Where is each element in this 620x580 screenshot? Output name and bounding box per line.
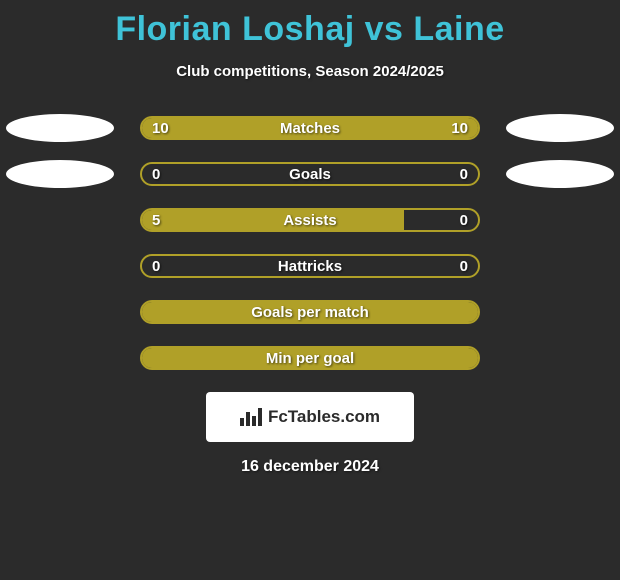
stat-label: Min per goal <box>142 348 478 368</box>
comparison-chart: 1010Matches 00Goals 50Assists 00Hattricks Go… <box>0 108 620 384</box>
stat-label: Goals <box>142 164 478 184</box>
stat-bar: 1010Matches <box>140 116 480 140</box>
stat-bar: 50Assists <box>140 208 480 232</box>
stat-row: 00Goals <box>0 154 620 200</box>
stat-label: Goals per match <box>142 302 478 322</box>
page-title: Florian Loshaj vs Laine <box>0 0 620 49</box>
stat-label: Assists <box>142 210 478 230</box>
stat-row: Min per goal <box>0 338 620 384</box>
subtitle: Club competitions, Season 2024/2025 <box>0 63 620 80</box>
stat-row: 50Assists <box>0 200 620 246</box>
logo-badge: FcTables.com <box>206 392 414 442</box>
stat-row: 1010Matches <box>0 108 620 154</box>
player-left-marker <box>6 114 114 142</box>
stat-bar: Min per goal <box>140 346 480 370</box>
date-label: 16 december 2024 <box>0 458 620 476</box>
player-right-marker <box>506 114 614 142</box>
player-left-marker <box>6 160 114 188</box>
logo-text: FcTables.com <box>268 407 380 427</box>
stat-row: 00Hattricks <box>0 246 620 292</box>
stat-bar: Goals per match <box>140 300 480 324</box>
stat-bar: 00Goals <box>140 162 480 186</box>
bar-chart-icon <box>240 408 262 426</box>
stat-label: Matches <box>142 118 478 138</box>
player-right-marker <box>506 160 614 188</box>
stat-label: Hattricks <box>142 256 478 276</box>
stat-row: Goals per match <box>0 292 620 338</box>
stat-bar: 00Hattricks <box>140 254 480 278</box>
